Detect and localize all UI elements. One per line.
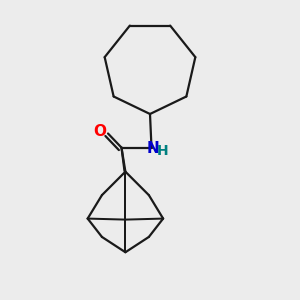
Text: H: H [157,144,169,158]
Text: O: O [93,124,106,140]
Text: N: N [147,141,159,156]
